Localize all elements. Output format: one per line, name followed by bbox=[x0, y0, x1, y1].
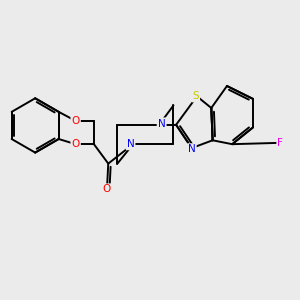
Text: N: N bbox=[158, 118, 166, 128]
Text: O: O bbox=[71, 116, 80, 126]
Text: S: S bbox=[192, 91, 199, 101]
Text: O: O bbox=[103, 184, 111, 194]
Text: F: F bbox=[278, 138, 283, 148]
Text: O: O bbox=[71, 139, 80, 149]
Text: N: N bbox=[127, 139, 134, 149]
Text: N: N bbox=[188, 144, 196, 154]
